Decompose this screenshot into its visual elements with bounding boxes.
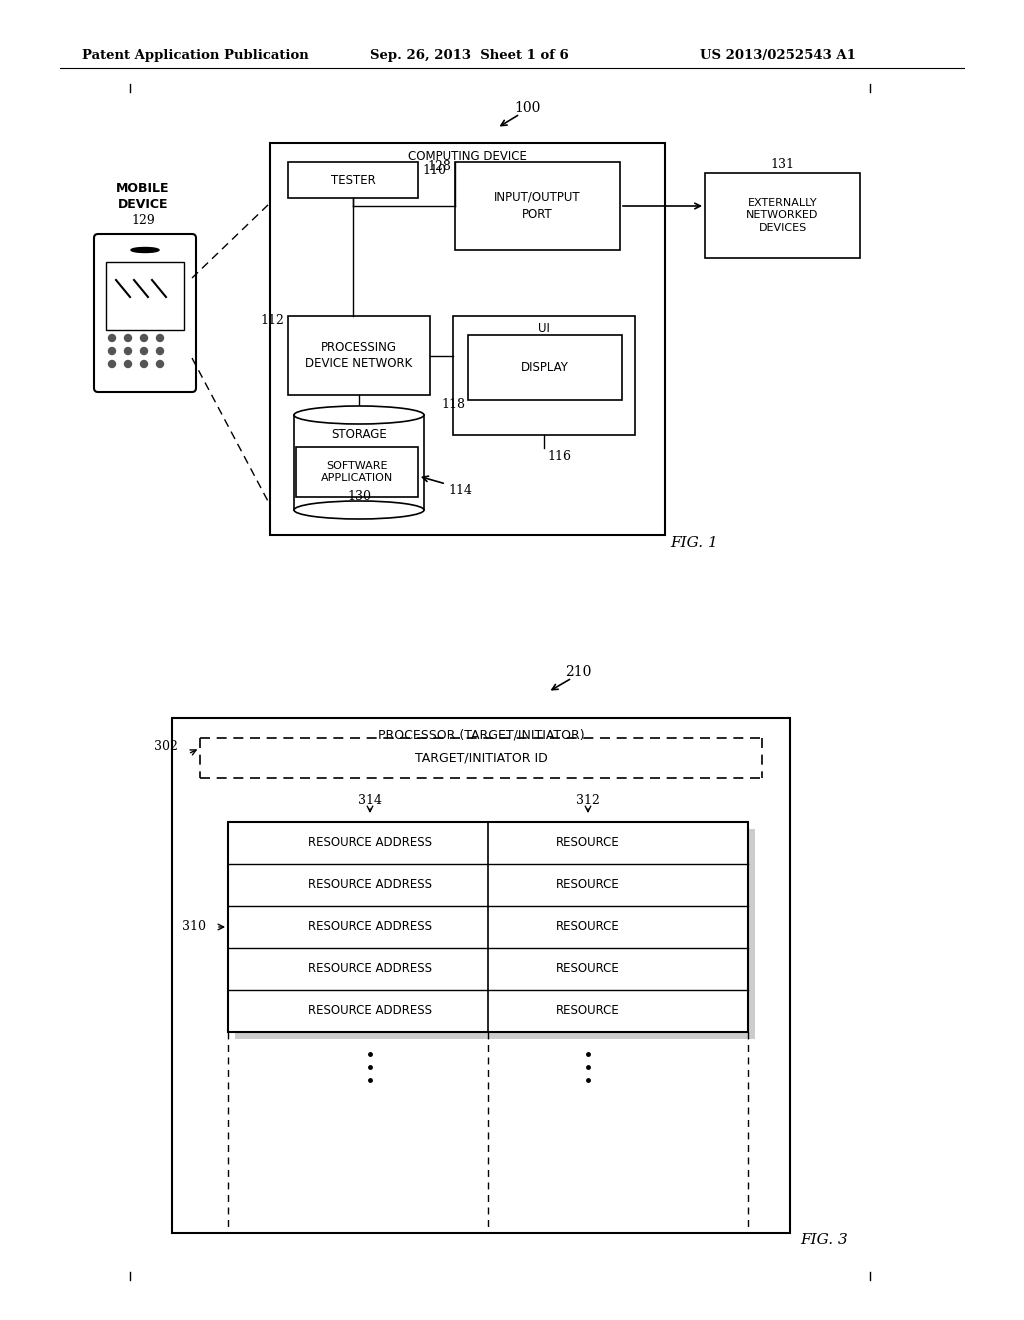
Text: RESOURCE: RESOURCE: [556, 920, 620, 933]
Text: FIG. 3: FIG. 3: [800, 1233, 848, 1247]
Circle shape: [125, 334, 131, 342]
Circle shape: [109, 360, 116, 367]
Bar: [172, 718, 790, 1233]
Text: EXTERNALLY
NETWORKED
DEVICES: EXTERNALLY NETWORKED DEVICES: [746, 198, 818, 232]
Bar: [453, 315, 635, 436]
FancyBboxPatch shape: [94, 234, 196, 392]
Text: PROCESSOR (TARGET/INITIATOR): PROCESSOR (TARGET/INITIATOR): [378, 729, 585, 742]
Circle shape: [109, 334, 116, 342]
Text: INPUT/OUTPUT
PORT: INPUT/OUTPUT PORT: [495, 191, 581, 220]
Circle shape: [157, 360, 164, 367]
Text: 112: 112: [260, 314, 284, 327]
Text: SOFTWARE
APPLICATION: SOFTWARE APPLICATION: [321, 461, 393, 483]
Text: STORAGE: STORAGE: [331, 429, 387, 441]
Text: RESOURCE: RESOURCE: [556, 1005, 620, 1018]
Text: 129: 129: [131, 214, 155, 227]
Bar: [455, 162, 620, 249]
Text: RESOURCE ADDRESS: RESOURCE ADDRESS: [308, 879, 432, 891]
Text: 100: 100: [515, 102, 542, 115]
Text: 314: 314: [358, 793, 382, 807]
Text: 210: 210: [565, 665, 591, 678]
Text: 310: 310: [182, 920, 206, 933]
Text: Sep. 26, 2013  Sheet 1 of 6: Sep. 26, 2013 Sheet 1 of 6: [370, 49, 568, 62]
Text: 312: 312: [577, 793, 600, 807]
Bar: [270, 143, 665, 535]
Circle shape: [125, 360, 131, 367]
Bar: [288, 315, 430, 395]
Bar: [294, 414, 424, 510]
Text: 128: 128: [427, 161, 451, 173]
Text: 302: 302: [155, 739, 178, 752]
Bar: [705, 173, 860, 257]
Text: 118: 118: [441, 399, 465, 412]
Circle shape: [157, 347, 164, 355]
Bar: [468, 335, 622, 400]
Text: RESOURCE ADDRESS: RESOURCE ADDRESS: [308, 837, 432, 850]
Text: TARGET/INITIATOR ID: TARGET/INITIATOR ID: [415, 751, 548, 764]
Circle shape: [157, 334, 164, 342]
Ellipse shape: [294, 502, 424, 519]
Text: MOBILE
DEVICE: MOBILE DEVICE: [117, 181, 170, 210]
Text: 110: 110: [422, 164, 446, 177]
Circle shape: [125, 347, 131, 355]
Bar: [106, 261, 184, 330]
Ellipse shape: [294, 407, 424, 424]
Circle shape: [109, 347, 116, 355]
Bar: [234, 829, 755, 1039]
Text: 114: 114: [449, 483, 472, 496]
Text: Patent Application Publication: Patent Application Publication: [82, 49, 309, 62]
Text: RESOURCE: RESOURCE: [556, 962, 620, 975]
Text: 116: 116: [547, 450, 571, 463]
Bar: [296, 447, 418, 498]
Text: RESOURCE: RESOURCE: [556, 837, 620, 850]
Text: PROCESSING
DEVICE NETWORK: PROCESSING DEVICE NETWORK: [305, 341, 413, 370]
Circle shape: [140, 334, 147, 342]
Text: COMPUTING DEVICE: COMPUTING DEVICE: [408, 150, 527, 164]
Text: RESOURCE: RESOURCE: [556, 879, 620, 891]
Circle shape: [140, 360, 147, 367]
Ellipse shape: [131, 248, 159, 252]
Circle shape: [140, 347, 147, 355]
Text: UI: UI: [538, 322, 550, 334]
Bar: [288, 162, 418, 198]
Text: RESOURCE ADDRESS: RESOURCE ADDRESS: [308, 962, 432, 975]
Text: 130: 130: [347, 490, 371, 503]
Text: DISPLAY: DISPLAY: [521, 360, 569, 374]
Bar: [228, 822, 748, 1032]
Text: US 2013/0252543 A1: US 2013/0252543 A1: [700, 49, 856, 62]
Text: RESOURCE ADDRESS: RESOURCE ADDRESS: [308, 920, 432, 933]
Text: RESOURCE ADDRESS: RESOURCE ADDRESS: [308, 1005, 432, 1018]
Text: 131: 131: [770, 158, 795, 172]
Text: FIG. 1: FIG. 1: [670, 536, 718, 550]
Text: TESTER: TESTER: [331, 173, 376, 186]
